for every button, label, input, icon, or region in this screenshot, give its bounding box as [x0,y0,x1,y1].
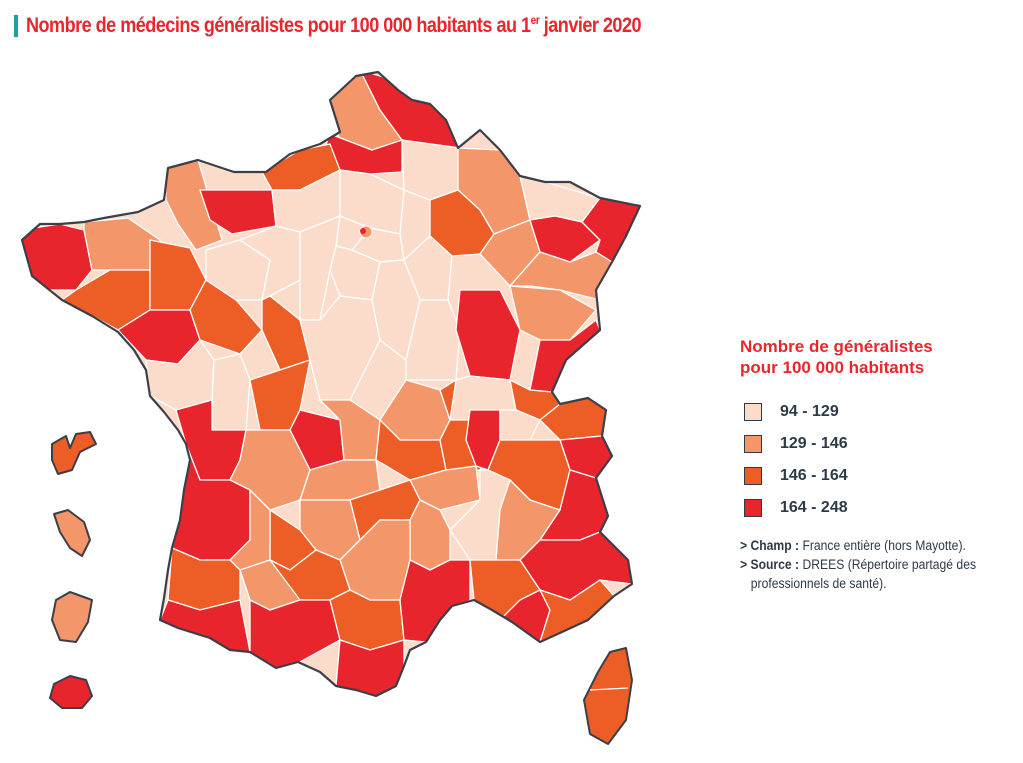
departements [22,72,640,696]
legend-item: 146 - 164 [740,460,1020,492]
legend-swatch [744,403,762,421]
champ-note: > Champ : France entière (hors Mayotte). [740,538,966,553]
legend: Nombre de généralistes pour 100 000 habi… [740,336,1020,593]
legend-swatch [744,467,762,485]
legend-item: 164 - 248 [740,492,1020,524]
legend-title: Nombre de généralistes pour 100 000 habi… [740,337,933,377]
legend-label: 129 - 146 [780,435,848,452]
legend-item: 129 - 146 [740,428,1020,460]
source-note-continued: professionnels de santé). [750,576,887,591]
martinique [53,509,91,557]
legend-label: 164 - 248 [780,499,848,516]
guadeloupe [51,431,97,475]
legend-label: 146 - 164 [780,467,848,484]
guyane [51,591,93,643]
france-outline [20,70,642,698]
legend-items: 94 - 129 129 - 146 146 - 164 164 - 248 [740,396,1020,524]
paris-insert [359,225,373,239]
legend-item: 94 - 129 [740,396,1020,428]
page-title: Nombre de médecins généralistes pour 100… [26,13,642,37]
title-accent-bar [14,15,18,37]
legend-swatch [744,435,762,453]
legend-label: 94 - 129 [780,403,839,420]
notes: > Champ : France entière (hors Mayotte).… [740,536,1020,593]
la-reunion [49,675,93,709]
source-note: > Source : DREES (Répertoire partagé des [740,557,977,572]
corsica [583,647,633,745]
legend-swatch [744,499,762,517]
